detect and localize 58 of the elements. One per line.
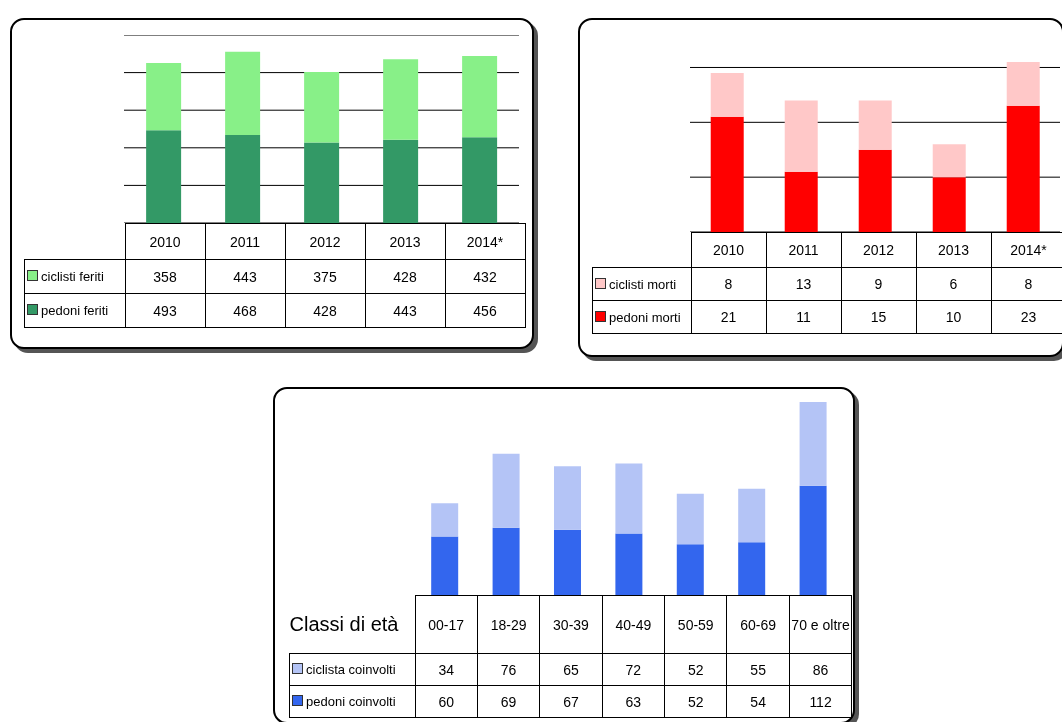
data-label: 23	[991, 300, 1062, 334]
legend-label: ciclisti morti	[592, 267, 691, 301]
data-label: 54	[726, 685, 790, 718]
data-label: 72	[602, 653, 665, 686]
legend-label: pedoni feriti	[24, 293, 125, 328]
data-label: 9	[841, 267, 916, 301]
category-label: 2012	[862, 242, 895, 258]
category-label: 00-17	[428, 616, 465, 633]
data-label: 15	[841, 300, 916, 334]
data-label: 468	[205, 293, 285, 328]
category-label: 40-49	[615, 616, 652, 633]
data-label: 10	[916, 300, 991, 334]
category-label: 2014*	[1010, 242, 1047, 258]
data-label: 456	[445, 293, 525, 328]
category-label: 70 e oltre	[791, 616, 850, 633]
data-label: 375	[285, 259, 365, 294]
data-label: 34	[415, 653, 478, 686]
category-label: 2013	[389, 233, 421, 250]
category-label: 2013	[937, 242, 970, 258]
category-label: 2011	[229, 233, 261, 250]
data-label: 21	[691, 300, 766, 334]
data-label: 8	[991, 267, 1062, 301]
category-label: 30-39	[553, 616, 589, 633]
category-label: 60-69	[740, 616, 777, 633]
category-label: 18-29	[490, 616, 527, 633]
data-label: 443	[365, 293, 445, 328]
category-label: 2010	[149, 233, 181, 250]
category-label: 50-59	[677, 616, 714, 633]
data-label: 432	[445, 259, 525, 294]
data-label: 60	[415, 685, 478, 718]
data-label: 8	[691, 267, 766, 301]
legend-label: pedoni coinvolti	[289, 685, 415, 718]
data-label: 428	[365, 259, 445, 294]
legend-label: ciclista coinvolti	[289, 653, 415, 686]
data-label: 112	[789, 685, 852, 718]
data-label: 11	[766, 300, 841, 334]
category-label: 2011	[788, 242, 819, 258]
data-label: 6	[916, 267, 991, 301]
category-label: 2010	[712, 242, 745, 258]
data-label: 86	[789, 653, 852, 686]
data-label: 76	[477, 653, 540, 686]
data-label: 443	[205, 259, 285, 294]
category-label: 2012	[309, 233, 341, 250]
data-label: 358	[125, 259, 205, 294]
legend-label: ciclisti feriti	[24, 259, 125, 294]
data-label: 428	[285, 293, 365, 328]
data-label: 55	[726, 653, 790, 686]
data-label: 69	[477, 685, 540, 718]
x-axis-title: Classi di età	[289, 595, 415, 654]
data-label: 52	[664, 653, 727, 686]
legend-label: pedoni morti	[592, 300, 691, 334]
category-label: 2014*	[466, 233, 504, 250]
data-label: 493	[125, 293, 205, 328]
data-label: 67	[539, 685, 603, 718]
data-label: 65	[539, 653, 603, 686]
data-label: 13	[766, 267, 841, 301]
data-label: 63	[602, 685, 665, 718]
data-label: 52	[664, 685, 727, 718]
